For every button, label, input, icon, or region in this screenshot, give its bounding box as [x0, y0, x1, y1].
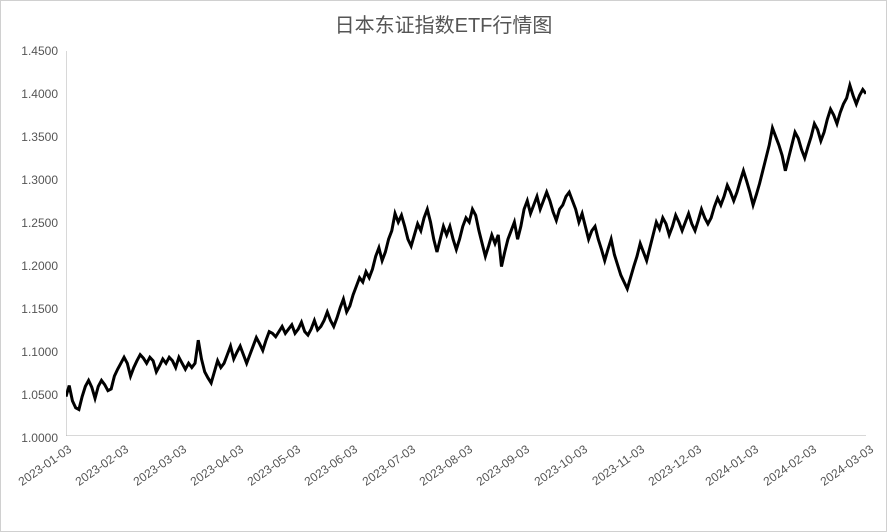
chart-svg [66, 51, 866, 436]
x-tick-label: 2023-03-03 [130, 442, 188, 489]
y-tick-label: 1.1000 [21, 345, 58, 359]
price-series-line [66, 85, 866, 409]
plot-area: 1.00001.05001.10001.15001.20001.25001.30… [66, 51, 866, 436]
x-tick-label: 2024-02-03 [760, 442, 818, 489]
chart-title: 日本东证指数ETF行情图 [1, 9, 886, 38]
x-tick-label: 2023-08-03 [417, 442, 475, 489]
x-tick-label: 2023-09-03 [474, 442, 532, 489]
x-tick-label: 2024-01-03 [703, 442, 761, 489]
y-tick-label: 1.2000 [21, 259, 58, 273]
x-tick-label: 2023-11-03 [589, 442, 647, 488]
y-tick-label: 1.4000 [21, 87, 58, 101]
x-tick-label: 2023-10-03 [531, 442, 589, 489]
y-tick-label: 1.0500 [21, 388, 58, 402]
x-tick-label: 2023-12-03 [646, 442, 704, 489]
x-tick-label: 2023-01-03 [16, 442, 74, 489]
y-tick-label: 1.1500 [21, 302, 58, 316]
x-tick-label: 2023-07-03 [359, 442, 417, 489]
x-tick-label: 2023-02-03 [73, 442, 131, 489]
y-tick-label: 1.3000 [21, 173, 58, 187]
x-tick-label: 2024-03-03 [818, 442, 876, 489]
x-tick-label: 2023-06-03 [302, 442, 360, 489]
y-tick-label: 1.4500 [21, 44, 58, 58]
y-tick-label: 1.2500 [21, 216, 58, 230]
y-tick-label: 1.0000 [21, 431, 58, 445]
x-tick-label: 2023-04-03 [188, 442, 246, 489]
chart-container: 日本东证指数ETF行情图 1.00001.05001.10001.15001.2… [0, 0, 887, 532]
x-tick-label: 2023-05-03 [245, 442, 303, 489]
y-tick-label: 1.3500 [21, 130, 58, 144]
